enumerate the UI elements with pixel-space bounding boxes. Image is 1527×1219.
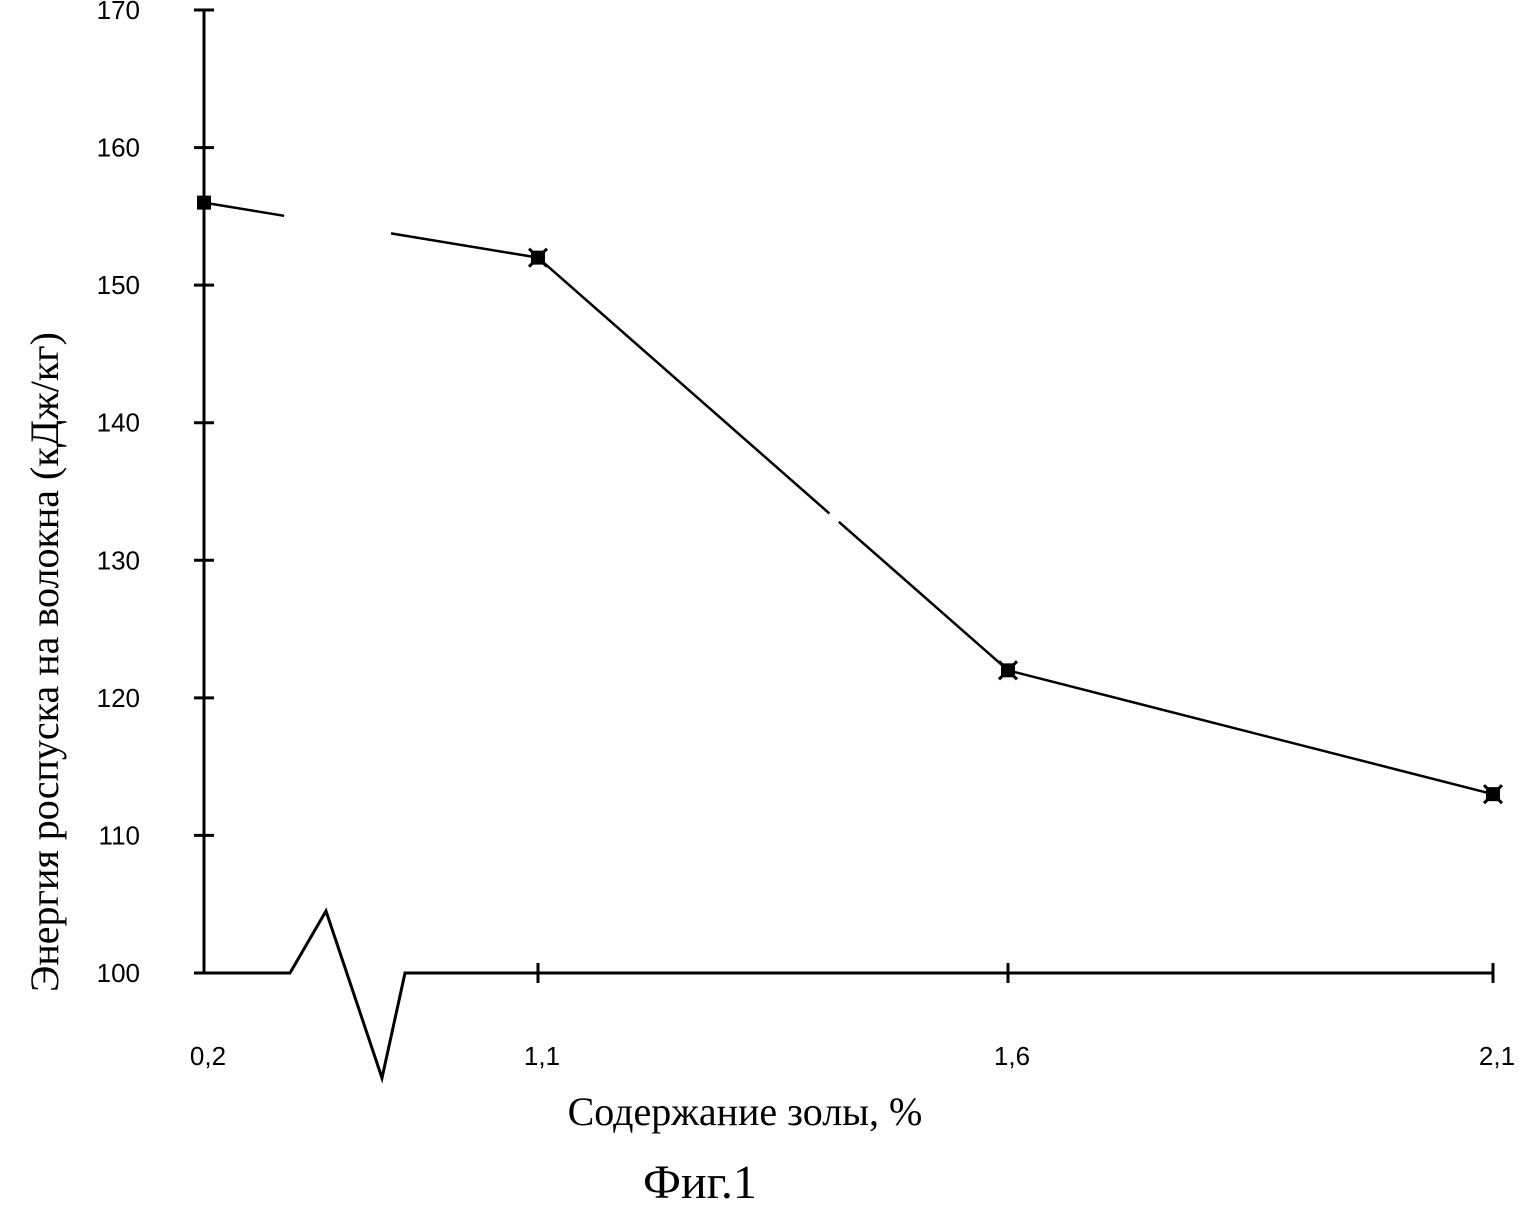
x-tick-label-0: 0,2	[190, 1041, 226, 1071]
y-tick-label-150: 150	[97, 270, 140, 300]
y-tick-label-120: 120	[97, 683, 140, 713]
series-segment-1a	[204, 203, 284, 216]
x-tick-label-3: 2,1	[1479, 1041, 1515, 1071]
series-segment-2a	[538, 258, 829, 514]
series-segment-2b	[839, 522, 1008, 671]
y-tick-label-140: 140	[97, 408, 140, 438]
x-tick-label-2: 1,6	[994, 1041, 1030, 1071]
y-tick-label-110: 110	[99, 820, 140, 850]
series-segment-3	[1008, 670, 1493, 794]
labels-group: 100 110 120 130 140 150 160 170 0,2 1,1 1,6 2,1	[97, 0, 1515, 1071]
y-tick-label-130: 130	[97, 545, 140, 575]
y-tick-label-160: 160	[97, 133, 140, 163]
y-axis-title: Энергия роспуска на волокна (кДж/кг)	[22, 332, 67, 992]
axes	[194, 10, 1493, 1078]
x-tick-label-1: 1,1	[524, 1041, 560, 1071]
y-tick-label-100: 100	[97, 958, 140, 988]
series-group	[197, 196, 1502, 804]
data-point-0	[197, 196, 211, 210]
x-axis-line	[204, 911, 1493, 1078]
y-tick-label-170: 170	[97, 0, 140, 25]
series-segment-1b	[391, 233, 538, 257]
figure-caption: Фиг.1	[643, 1156, 757, 1209]
x-axis-title: Содержание золы, %	[568, 1089, 923, 1134]
